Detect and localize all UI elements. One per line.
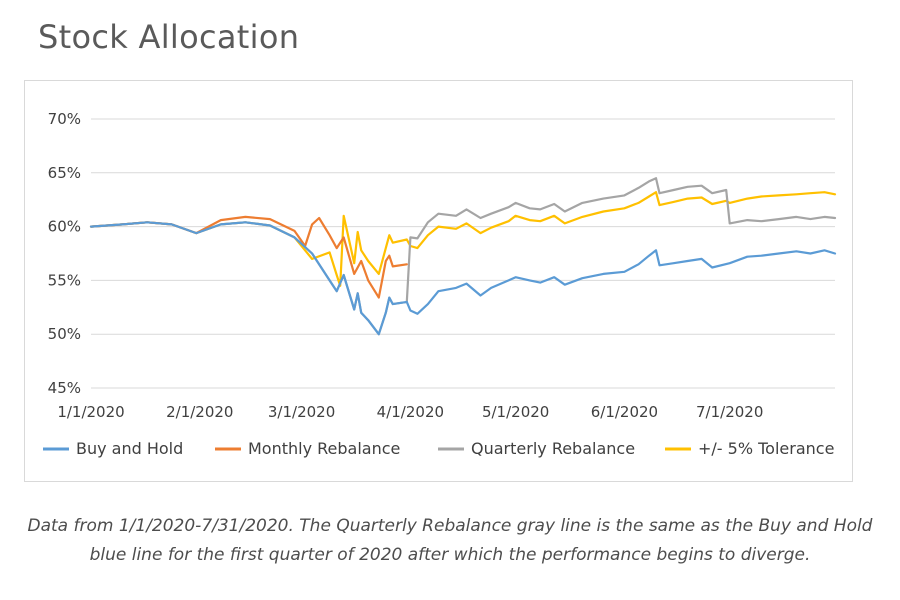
y-tick-label: 60% — [48, 218, 81, 236]
y-tick-label: 65% — [48, 164, 81, 182]
y-tick-label: 45% — [48, 379, 81, 397]
gridlines — [91, 118, 835, 389]
x-tick-label: 4/1/2020 — [377, 403, 444, 421]
page-title: Stock Allocation — [38, 18, 300, 56]
chart-frame: 45% 50% 55% 60% 65% 70% 1/1/2020 2/1/2020 3/1/2… — [24, 80, 853, 482]
legend: Buy and Hold Monthly Rebalance Quarterly R… — [43, 439, 834, 458]
x-tick-label: 6/1/2020 — [591, 403, 658, 421]
legend-label: Quarterly Rebalance — [471, 439, 635, 458]
chart-caption: Data from 1/1/2020-7/31/2020. The Quarte… — [27, 516, 873, 565]
x-tick-label: 7/1/2020 — [696, 403, 763, 421]
stock-allocation-chart: 45% 50% 55% 60% 65% 70% 1/1/2020 2/1/2020 3/1/2… — [43, 110, 837, 458]
x-tick-label: 1/1/2020 — [57, 403, 124, 421]
series-line-buy-and-hold — [89, 221, 837, 336]
legend-label: Monthly Rebalance — [248, 439, 400, 458]
y-tick-label: 70% — [48, 110, 81, 128]
x-tick-label: 5/1/2020 — [482, 403, 549, 421]
series-line-5-tolerance — [89, 191, 837, 287]
series-line-monthly-rebalance — [89, 215, 408, 299]
legend-label: Buy and Hold — [76, 439, 183, 458]
x-axis-ticks: 1/1/2020 2/1/2020 3/1/2020 4/1/2020 5/1/2020… — [57, 403, 763, 421]
x-tick-label: 3/1/2020 — [268, 403, 335, 421]
x-tick-label: 2/1/2020 — [166, 403, 233, 421]
y-tick-label: 55% — [48, 271, 81, 289]
y-tick-label: 50% — [48, 325, 81, 343]
y-axis-ticks: 45% 50% 55% 60% 65% 70% — [48, 110, 81, 397]
series-lines — [89, 177, 837, 336]
legend-label: +/- 5% Tolerance — [698, 439, 834, 458]
